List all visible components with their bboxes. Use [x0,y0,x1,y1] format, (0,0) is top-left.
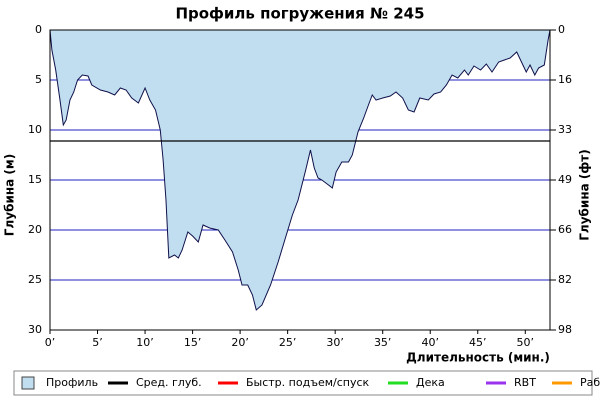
legend-label: Сред. глуб. [136,376,202,389]
x-tick-label: 20’ [231,336,249,349]
y-tick-label: 30 [28,323,42,336]
y-tick-label: 25 [28,273,42,286]
y-tick-label: 5 [35,73,42,86]
y-tick-label: 15 [28,173,42,186]
y2-tick-label: 0 [558,23,565,36]
legend-label: RBT [514,376,536,389]
y-tick-label: 0 [35,23,42,36]
chart-title: Профиль погружения № 245 [175,5,424,23]
plot-frame [49,29,551,331]
legend-label: Профиль [46,376,98,389]
x-axis-label: Длительность (мин.) [406,351,550,365]
x-tick-label: 40’ [421,336,439,349]
profile-line [49,29,551,311]
y2-tick-label: 16 [558,73,572,86]
x-tick-label: 5’ [92,336,103,349]
x-tick-label: 30’ [326,336,344,349]
x-tick-label: 25’ [279,336,297,349]
y2-tick-label: 49 [558,173,572,186]
x-tick-label: 35’ [374,336,392,349]
x-tick-label: 45’ [469,336,487,349]
y2-tick-label: 98 [558,323,572,336]
y-axis-label: Глубина (м) [3,154,17,236]
y2-axis-label: Глубина (фт) [578,149,592,240]
x-tick-label: 50’ [517,336,535,349]
y-tick-label: 10 [28,123,42,136]
x-tick-label: 15’ [184,336,202,349]
y2-tick-label: 82 [558,273,572,286]
profile-area [50,30,550,310]
legend-swatch [21,376,35,390]
y2-tick-label: 33 [558,123,572,136]
y2-tick-label: 66 [558,223,572,236]
y-tick-label: 20 [28,223,42,236]
legend-label: Раб. [580,376,600,389]
legend-label: Быстр. подъем/спуск [246,376,370,389]
x-tick-label: 0’ [45,336,56,349]
legend-label: Дека [416,376,445,389]
x-tick-label: 10’ [136,336,154,349]
